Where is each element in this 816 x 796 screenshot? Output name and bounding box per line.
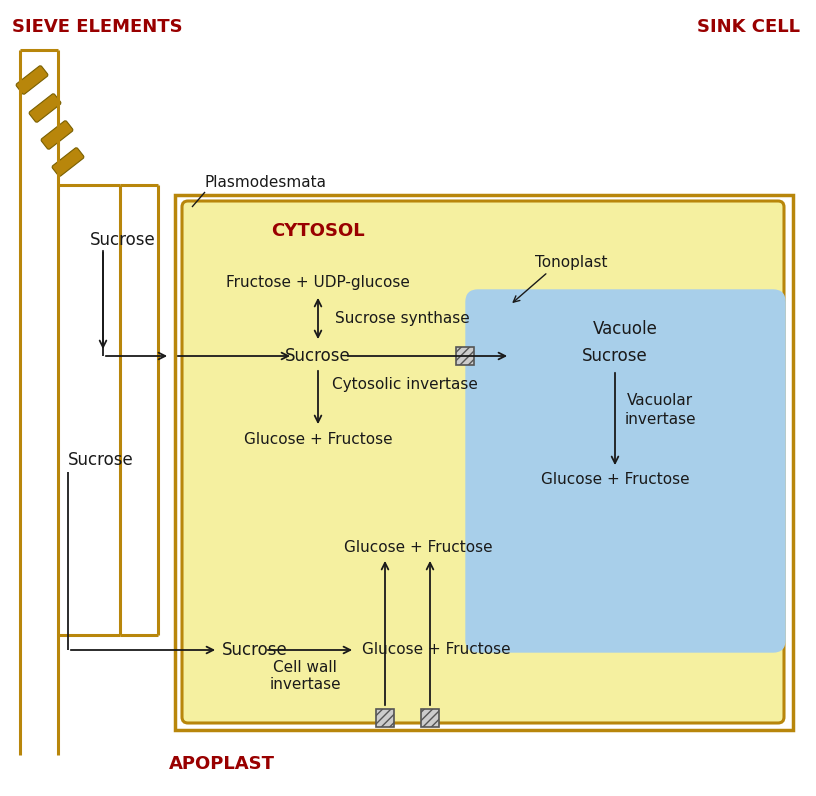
FancyBboxPatch shape: [52, 148, 84, 176]
Text: Glucose + Fructose: Glucose + Fructose: [541, 473, 690, 487]
Bar: [376, 709, 394, 727]
Text: Sucrose: Sucrose: [582, 347, 648, 365]
Text: Sucrose: Sucrose: [285, 347, 351, 365]
Text: CYTOSOL: CYTOSOL: [271, 222, 365, 240]
Text: Vacuolar
invertase: Vacuolar invertase: [624, 392, 696, 427]
FancyBboxPatch shape: [16, 66, 48, 94]
Text: Sucrose: Sucrose: [68, 451, 134, 469]
FancyBboxPatch shape: [466, 290, 785, 652]
Text: Glucose + Fructose: Glucose + Fructose: [344, 540, 492, 556]
Bar: [175, 195, 793, 730]
Bar: [421, 709, 439, 727]
FancyBboxPatch shape: [29, 94, 61, 123]
Text: Sucrose: Sucrose: [222, 641, 288, 659]
Text: Cell wall
invertase: Cell wall invertase: [269, 660, 341, 693]
Text: Glucose + Fructose: Glucose + Fructose: [244, 432, 392, 447]
Text: APOPLAST: APOPLAST: [169, 755, 275, 773]
Text: Vacuole: Vacuole: [592, 320, 658, 338]
Text: Fructose + UDP-glucose: Fructose + UDP-glucose: [226, 275, 410, 291]
Text: Plasmodesmata: Plasmodesmata: [205, 175, 327, 190]
Text: Sucrose synthase: Sucrose synthase: [335, 310, 470, 326]
Text: Cytosolic invertase: Cytosolic invertase: [332, 377, 478, 392]
Bar: [456, 347, 474, 365]
FancyBboxPatch shape: [41, 121, 73, 150]
Text: Glucose + Fructose: Glucose + Fructose: [362, 642, 511, 657]
Text: Sucrose: Sucrose: [90, 231, 156, 249]
Text: SINK CELL: SINK CELL: [697, 18, 800, 36]
Text: SIEVE ELEMENTS: SIEVE ELEMENTS: [12, 18, 183, 36]
FancyBboxPatch shape: [182, 201, 784, 723]
Text: Tonoplast: Tonoplast: [535, 255, 607, 270]
